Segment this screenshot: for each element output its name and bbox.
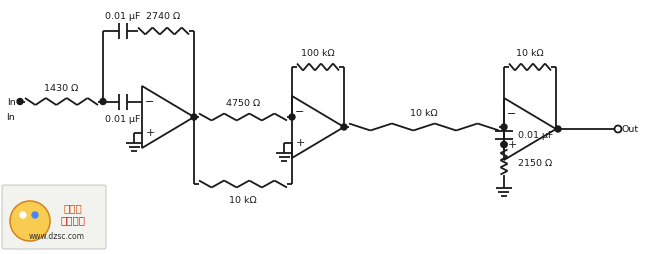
Text: 2740 Ω: 2740 Ω — [146, 12, 181, 21]
Text: 0.01 μF: 0.01 μF — [105, 115, 140, 124]
Text: +: + — [507, 140, 517, 150]
Circle shape — [289, 115, 295, 121]
Circle shape — [100, 99, 106, 105]
Text: 维库一下: 维库一下 — [60, 214, 86, 224]
Circle shape — [501, 124, 507, 131]
Text: 维库一下: 维库一下 — [60, 214, 86, 224]
Text: −: − — [507, 109, 517, 119]
Circle shape — [20, 212, 26, 218]
Text: 0.01 μF: 0.01 μF — [105, 12, 140, 21]
Text: In: In — [6, 113, 15, 121]
Text: 4750 Ω: 4750 Ω — [226, 99, 260, 108]
Circle shape — [501, 142, 507, 148]
Circle shape — [501, 142, 507, 148]
Text: +: + — [295, 138, 305, 148]
Text: Out: Out — [622, 125, 639, 134]
Circle shape — [191, 115, 197, 121]
FancyBboxPatch shape — [2, 185, 106, 249]
Text: 10 kΩ: 10 kΩ — [410, 108, 438, 118]
Text: 10 kΩ: 10 kΩ — [229, 195, 257, 204]
Text: 1430 Ω: 1430 Ω — [44, 83, 79, 92]
Circle shape — [10, 201, 50, 241]
Text: +: + — [146, 128, 155, 138]
Text: 100 kΩ: 100 kΩ — [301, 49, 335, 58]
Text: −: − — [295, 107, 305, 117]
Text: www.dzsc.com: www.dzsc.com — [29, 232, 85, 241]
Text: 找片片: 找片片 — [64, 202, 83, 212]
Text: 0.01 μF: 0.01 μF — [518, 131, 553, 139]
Text: 2150 Ω: 2150 Ω — [518, 158, 552, 167]
Circle shape — [555, 126, 561, 133]
Circle shape — [17, 99, 23, 105]
Text: 10 kΩ: 10 kΩ — [516, 49, 544, 58]
Circle shape — [32, 212, 38, 218]
Text: 找片片: 找片片 — [64, 202, 83, 212]
Text: In: In — [7, 98, 16, 107]
Text: −: − — [146, 97, 155, 107]
Text: ◡: ◡ — [23, 219, 33, 232]
Text: www.dzsc.com: www.dzsc.com — [29, 232, 85, 241]
Circle shape — [341, 124, 347, 131]
